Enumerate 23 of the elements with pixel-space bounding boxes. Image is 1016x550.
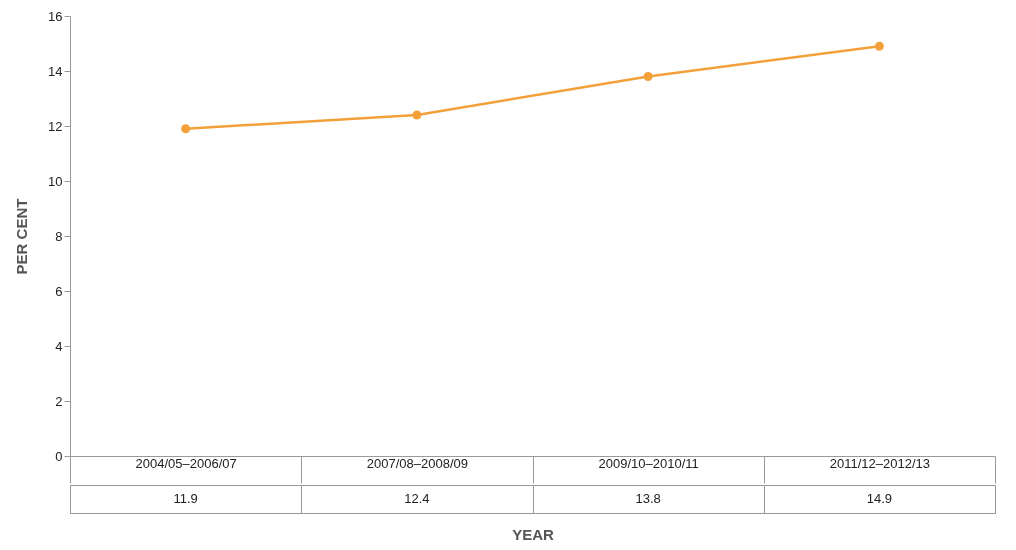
y-tick-label: 0 (55, 448, 63, 464)
y-tick-label: 14 (48, 63, 63, 79)
data-label: 14.9 (866, 491, 893, 506)
data-label: 11.9 (173, 491, 198, 506)
point (412, 110, 422, 120)
y-axis-title: PER CENT (13, 198, 31, 275)
x-axis-title: YEAR (512, 525, 554, 543)
y-tick-label: 4 (55, 338, 63, 354)
y-tick-label: 10 (48, 173, 63, 189)
point (181, 124, 191, 134)
y-tick-label: 8 (55, 228, 63, 244)
y-tick-label: 16 (48, 8, 63, 24)
data-label: 13.8 (635, 491, 661, 506)
y-tick-label: 6 (55, 283, 63, 299)
x-tick-label: 2004/05–2006/07 (135, 455, 237, 471)
x-tick-label: 2007/08–2008/09 (366, 455, 468, 471)
x-tick-label: 2009/10–2010/11 (598, 455, 699, 471)
y-tick-label: 12 (48, 118, 63, 134)
data-label: 12.4 (404, 491, 430, 506)
point (874, 41, 884, 51)
x-tick-label: 2011/12–2012/13 (829, 455, 930, 471)
y-tick-label: 2 (55, 393, 63, 409)
point (643, 72, 653, 81)
